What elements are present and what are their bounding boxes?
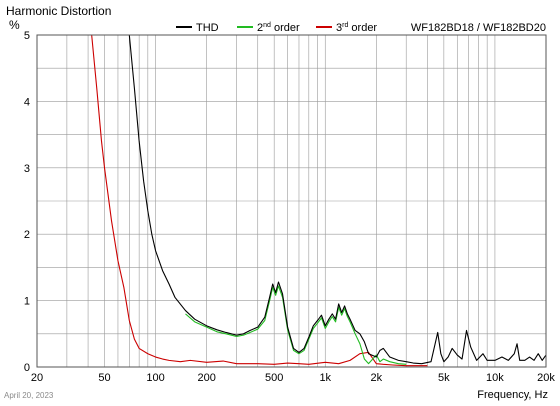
x-tick-label: 50 xyxy=(98,372,110,384)
y-axis-unit-label: % xyxy=(9,18,20,32)
grid-lines xyxy=(37,35,546,367)
y-tick-labels: 0 1 2 3 4 5 xyxy=(24,30,30,374)
y-tick-label: 3 xyxy=(24,163,30,175)
x-tick-label: 20 xyxy=(31,372,43,384)
x-tick-label: 2k xyxy=(371,372,383,384)
legend-label: 2nd order xyxy=(257,22,300,34)
series-line-thd xyxy=(128,35,546,365)
x-axis-label: Frequency, Hz xyxy=(477,389,548,401)
y-tick-label: 0 xyxy=(24,362,30,374)
y-tick-label: 1 xyxy=(24,296,30,308)
y-tick-label: 5 xyxy=(24,30,30,42)
legend: THD 2nd order 3rd order xyxy=(176,22,377,34)
x-tick-label: 10k xyxy=(486,372,504,384)
y-tick-label: 2 xyxy=(24,229,30,241)
y-tick-label: 4 xyxy=(24,96,30,108)
date-stamp: April 20, 2023 xyxy=(4,391,54,400)
model-caption: WF182BD18 / WF182BD20 xyxy=(411,22,546,34)
chart-title: Harmonic Distortion xyxy=(6,4,111,18)
series-line-2nd-order xyxy=(185,285,407,365)
plot-frame xyxy=(36,34,547,368)
x-tick-label: 20k xyxy=(537,372,555,384)
legend-label: 3rd order xyxy=(336,22,377,34)
x-tick-label: 5k xyxy=(438,372,450,384)
x-tick-label: 100 xyxy=(146,372,164,384)
legend-label: THD xyxy=(196,22,219,34)
x-tick-label: 200 xyxy=(197,372,215,384)
series-lines xyxy=(91,35,546,367)
x-tick-labels: 20 50 100 200 500 1k 2k 5k 10k 20k xyxy=(31,372,555,384)
x-tick-label: 1k xyxy=(319,372,331,384)
series-line-3rd-order xyxy=(91,35,428,367)
x-tick-label: 500 xyxy=(265,372,283,384)
